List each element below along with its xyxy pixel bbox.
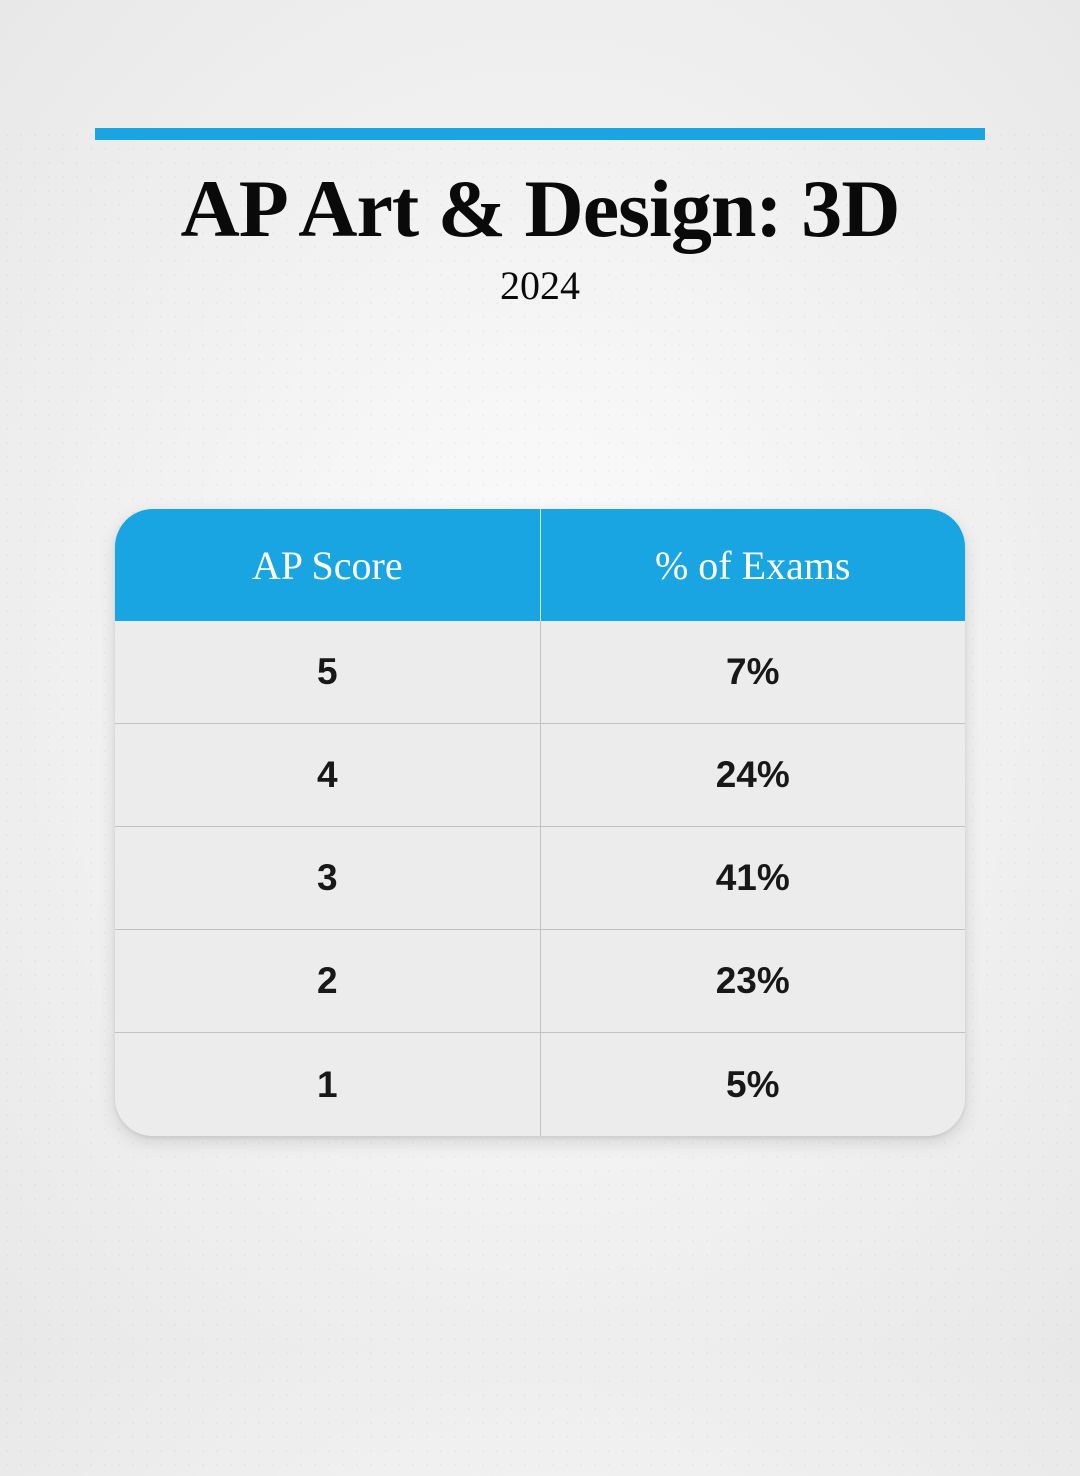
cell-score: 3	[115, 827, 541, 929]
col-header-ap-score: AP Score	[115, 509, 541, 621]
table-header-row: AP Score % of Exams	[115, 509, 965, 621]
page-subtitle: 2024	[95, 262, 985, 309]
cell-pct: 41%	[541, 827, 966, 929]
page-container: AP Art & Design: 3D 2024 AP Score % of E…	[0, 128, 1080, 1476]
cell-score: 5	[115, 621, 541, 723]
score-table: AP Score % of Exams 5 7% 4 24% 3 41% 2 2…	[115, 509, 965, 1136]
table-row: 3 41%	[115, 827, 965, 930]
cell-pct: 24%	[541, 724, 966, 826]
cell-pct: 5%	[541, 1033, 966, 1136]
cell-pct: 7%	[541, 621, 966, 723]
header-rule	[95, 128, 985, 140]
cell-score: 2	[115, 930, 541, 1032]
page-title: AP Art & Design: 3D	[95, 162, 985, 256]
cell-score: 4	[115, 724, 541, 826]
table-body: 5 7% 4 24% 3 41% 2 23% 1 5%	[115, 621, 965, 1136]
table-row: 5 7%	[115, 621, 965, 724]
cell-pct: 23%	[541, 930, 966, 1032]
table-row: 2 23%	[115, 930, 965, 1033]
table-row: 4 24%	[115, 724, 965, 827]
cell-score: 1	[115, 1033, 541, 1136]
col-header-pct-exams: % of Exams	[541, 509, 966, 621]
table-row: 1 5%	[115, 1033, 965, 1136]
